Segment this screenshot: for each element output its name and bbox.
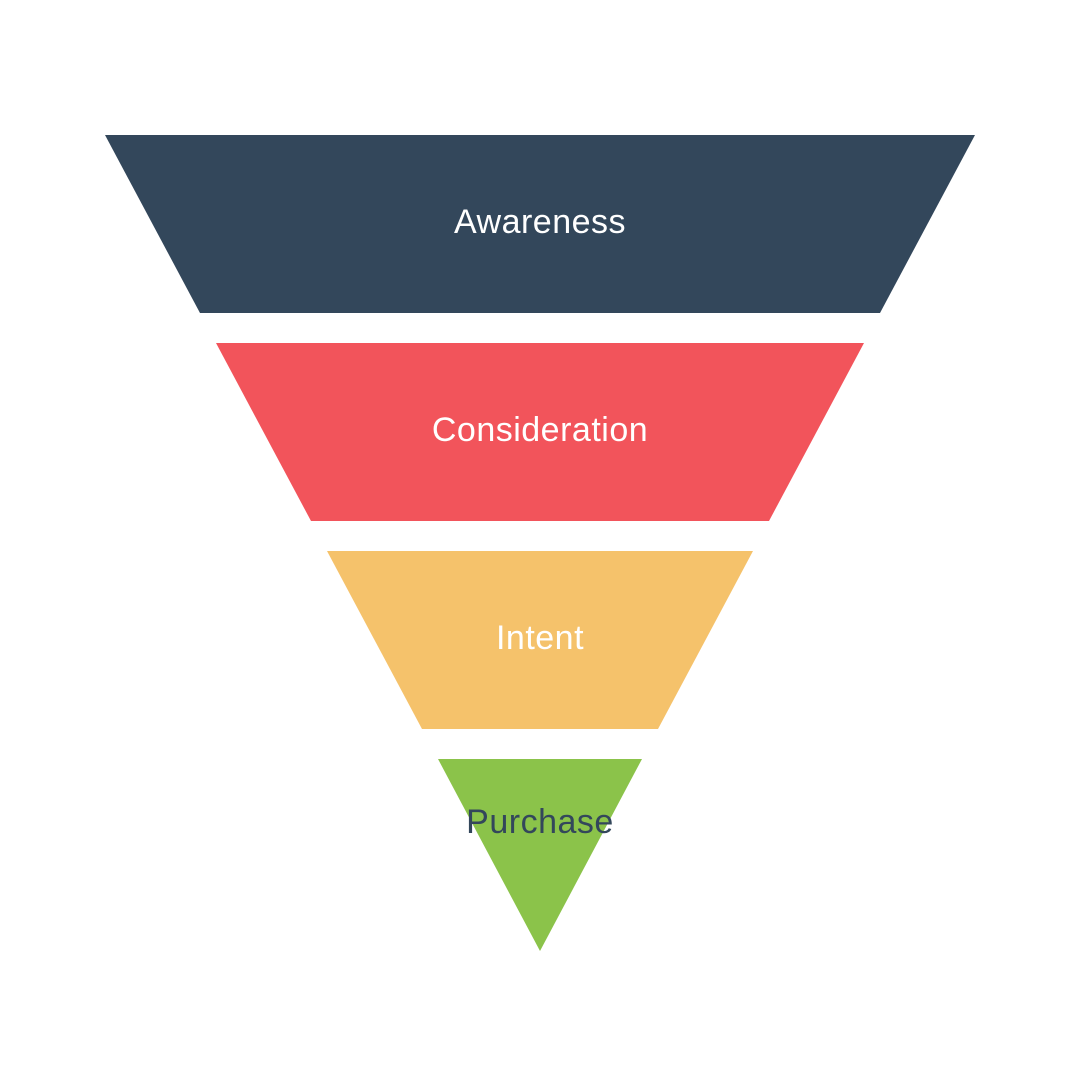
funnel-shape-purchase bbox=[438, 759, 642, 951]
funnel-label-intent: Intent bbox=[496, 619, 584, 658]
funnel-stage-awareness: Awareness bbox=[105, 135, 975, 313]
funnel-label-consideration: Consideration bbox=[432, 411, 648, 450]
funnel-stage-intent: Intent bbox=[105, 551, 975, 729]
funnel-stage-consideration: Consideration bbox=[105, 343, 975, 521]
funnel-label-purchase: Purchase bbox=[466, 803, 614, 842]
funnel-label-awareness: Awareness bbox=[454, 203, 626, 242]
funnel-stage-purchase: Purchase bbox=[105, 759, 975, 951]
funnel-diagram: Awareness Consideration Intent Purchase bbox=[105, 135, 975, 951]
